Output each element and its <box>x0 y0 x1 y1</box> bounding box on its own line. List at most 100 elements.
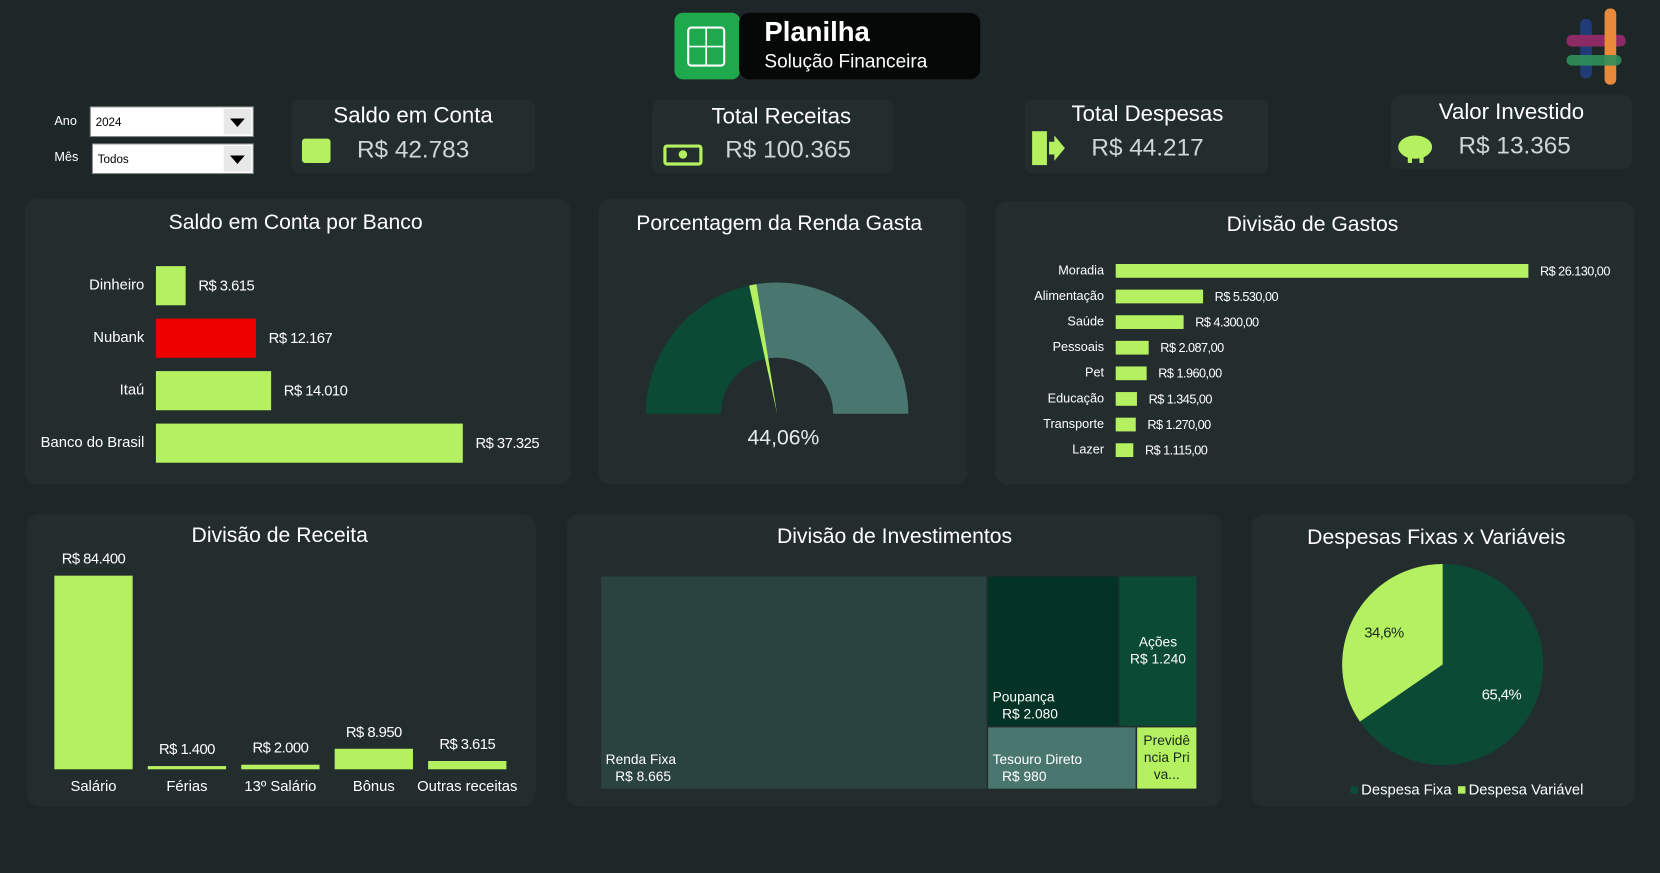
category-label: Alimentação <box>1034 289 1104 303</box>
kpi-card <box>291 99 535 174</box>
piggy-icon <box>1419 154 1424 163</box>
value-label: R$ 3.615 <box>198 279 254 295</box>
treemap-value: R$ 980 <box>1002 768 1047 785</box>
legend-label: Despesa Fixa <box>1361 782 1452 798</box>
bar <box>428 761 507 770</box>
category-label: Dinheiro <box>89 278 144 294</box>
header-title: Planilha <box>764 16 870 47</box>
gauge-rest <box>752 282 909 414</box>
bar <box>155 318 256 358</box>
chart-title: Divisão de Investimentos <box>777 525 1012 548</box>
piggy-icon <box>1407 154 1412 163</box>
bar <box>1115 366 1147 381</box>
value-label: R$ 2.000 <box>252 741 308 757</box>
bar <box>241 764 320 770</box>
value-label: R$ 4.300,00 <box>1195 316 1259 330</box>
exit-icon <box>1032 131 1047 166</box>
dropdown-arrow[interactable] <box>230 118 245 127</box>
category-label: Férias <box>166 779 207 795</box>
value-label: R$ 26.130,00 <box>1540 264 1610 278</box>
value-label: R$ 3.615 <box>439 737 495 753</box>
chart-title: Divisão de Receita <box>192 524 369 547</box>
logo-part <box>1566 55 1622 66</box>
logo-part <box>1566 34 1626 47</box>
category-label: Outras receitas <box>417 779 517 795</box>
treemap-category: Renda Fixa <box>605 751 677 768</box>
filter-label: Mês <box>54 150 78 164</box>
kpi-title: Valor Investido <box>1439 99 1584 124</box>
treemap-label: Renda Fixa R$ 8.665 <box>600 576 987 790</box>
filter-label: Ano <box>54 114 77 128</box>
treemap-label: Tesouro Direto R$ 980 <box>987 727 1136 790</box>
bar <box>334 748 413 770</box>
bar <box>1115 340 1149 355</box>
value-label: R$ 1.960,00 <box>1158 367 1222 381</box>
chart-title: Divisão de Gastos <box>1227 213 1399 236</box>
value-label: R$ 84.400 <box>62 552 126 568</box>
bar <box>155 423 463 463</box>
dropdown-arrow[interactable] <box>230 155 245 165</box>
header-subtitle: Solução Financeira <box>764 51 927 72</box>
bar <box>54 575 133 770</box>
kpi-value: R$ 44.217 <box>1091 135 1203 162</box>
gauge-needle <box>749 284 778 414</box>
value-label: R$ 37.325 <box>476 436 540 452</box>
chart-title: Porcentagem da Renda Gasta <box>636 212 922 235</box>
kpi-value: R$ 13.365 <box>1459 133 1571 160</box>
value-label: R$ 1.270,00 <box>1147 418 1211 432</box>
chart-title: Despesas Fixas x Variáveis <box>1307 526 1565 549</box>
bar <box>1115 417 1136 432</box>
month-select-value[interactable]: Todos <box>98 153 129 166</box>
value-label: R$ 8.950 <box>346 725 402 741</box>
chart-panel <box>26 514 536 807</box>
bar <box>155 266 186 306</box>
treemap-category: Poupança <box>992 688 1055 705</box>
pie-label: 65,4% <box>1482 687 1522 703</box>
treemap-value: R$ 1.240 <box>1130 651 1186 668</box>
category-label: Banco do Brasil <box>41 435 145 451</box>
category-label: Educação <box>1048 391 1104 405</box>
bar <box>155 371 272 411</box>
category-label: Pessoais <box>1053 340 1104 354</box>
category-label: 13º Salário <box>244 779 316 795</box>
money-icon <box>678 150 688 159</box>
legend-swatch <box>1457 786 1466 794</box>
pie-slice <box>1359 564 1544 766</box>
logo-part <box>1604 8 1617 85</box>
logo-part <box>1580 19 1592 79</box>
treemap-category: Tesouro Direto <box>992 751 1083 768</box>
gauge-fill <box>645 284 767 414</box>
chart-title: Saldo em Conta por Banco <box>169 211 423 234</box>
treemap-label: Previdência Priva... <box>1136 727 1197 790</box>
value-label: R$ 1.400 <box>159 742 215 758</box>
gauge-label: 44,06% <box>748 427 820 450</box>
bar <box>1115 392 1137 406</box>
kpi-title: Total Despesas <box>1071 101 1223 126</box>
legend-swatch <box>1350 786 1359 794</box>
category-label: Pet <box>1085 366 1105 380</box>
category-label: Bônus <box>353 779 395 795</box>
year-select-value[interactable]: 2024 <box>96 116 122 129</box>
pie-slice <box>1342 564 1443 722</box>
bar <box>1115 264 1529 278</box>
value-label: R$ 1.345,00 <box>1149 392 1213 406</box>
treemap-category: Previdência Priva... <box>1143 732 1191 783</box>
kpi-card <box>652 99 894 174</box>
treemap-label: Poupança R$ 2.080 <box>987 576 1118 727</box>
value-label: R$ 12.167 <box>269 331 333 347</box>
kpi-value: R$ 42.783 <box>357 137 469 164</box>
value-label: R$ 14.010 <box>284 384 348 400</box>
money-icon <box>663 144 703 166</box>
bar <box>1115 315 1184 329</box>
treemap-value: R$ 2.080 <box>1002 705 1058 722</box>
category-label: Moradia <box>1058 263 1105 277</box>
wallet-icon <box>301 138 331 163</box>
treemap-category: Ações <box>1138 634 1178 651</box>
treemap-value: R$ 8.665 <box>615 768 672 785</box>
category-label: Itaú <box>120 383 145 399</box>
header-box <box>738 12 981 80</box>
